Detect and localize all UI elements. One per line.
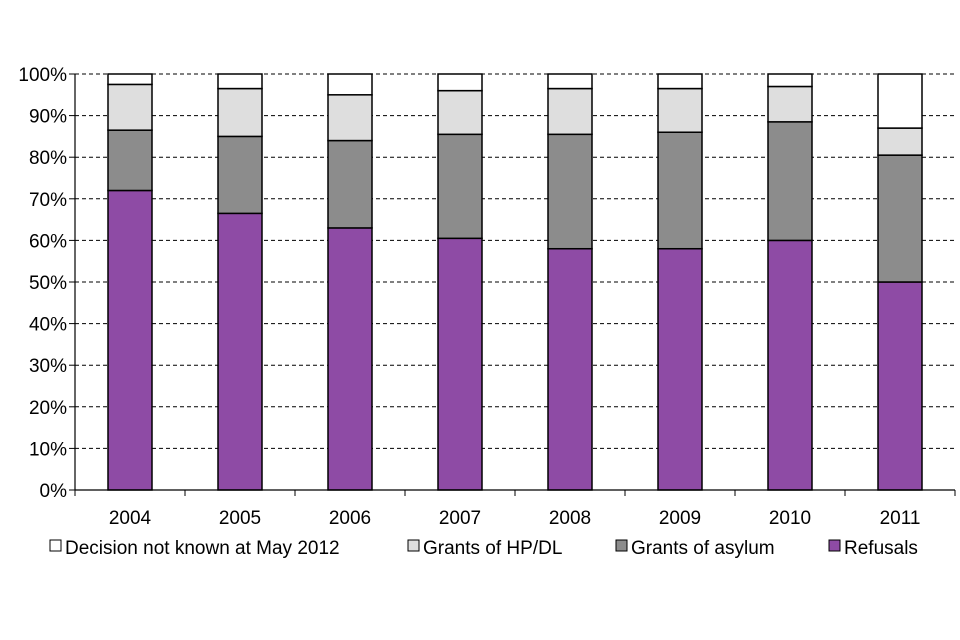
y-tick-label: 40% (29, 315, 67, 336)
bar-decision-not-known-at-may-2012-2004 (107, 73, 153, 86)
y-tick-label: 100% (18, 65, 67, 86)
bar-refusals-2011 (877, 281, 923, 491)
x-tick-label: 2008 (549, 508, 591, 529)
bar-refusals-2008 (547, 247, 593, 491)
bar-grants-of-asylum-2007 (437, 133, 483, 240)
bar-grants-of-asylum-2011 (877, 154, 923, 283)
y-tick-label: 30% (29, 356, 67, 377)
gridlines (75, 73, 955, 449)
bar-decision-not-known-at-may-2012-2009 (657, 73, 703, 90)
bar-grants-of-hp-dl-2006 (327, 94, 373, 142)
bar-grants-of-hp-dl-2004 (107, 83, 153, 131)
x-tick-label: 2004 (109, 508, 152, 529)
x-tick-label: 2005 (219, 508, 261, 529)
bar-grants-of-asylum-2010 (767, 121, 813, 242)
bar-grants-of-asylum-2008 (547, 133, 593, 250)
legend-label: Grants of asylum (631, 538, 775, 559)
legend-swatch (828, 539, 841, 552)
bar-decision-not-known-at-may-2012-2010 (767, 73, 813, 88)
legend-swatch (615, 539, 628, 552)
legend-label: Grants of HP/DL (423, 538, 562, 559)
legend: Decision not known at May 2012 Grants of … (49, 538, 918, 559)
bar-refusals-2009 (657, 247, 703, 491)
y-tick-label: 80% (29, 148, 67, 169)
y-tick-label: 20% (29, 398, 67, 419)
bar-grants-of-hp-dl-2008 (547, 87, 593, 136)
y-tick-label: 60% (29, 231, 67, 252)
bar-refusals-2007 (437, 237, 483, 491)
y-tick-label: 0% (40, 481, 68, 502)
bar-grants-of-hp-dl-2010 (767, 85, 813, 123)
bar-grants-of-asylum-2005 (217, 135, 263, 215)
bar-decision-not-known-at-may-2012-2007 (437, 73, 483, 92)
bar-grants-of-hp-dl-2007 (437, 89, 483, 136)
x-tick-label: 2006 (329, 508, 371, 529)
legend-label: Refusals (844, 538, 918, 559)
bars (107, 73, 923, 491)
x-tick-label: 2011 (880, 508, 921, 529)
bar-decision-not-known-at-may-2012-2008 (547, 73, 593, 90)
x-tick-label: 2010 (769, 508, 811, 529)
bar-grants-of-asylum-2004 (107, 129, 153, 192)
legend-swatch (407, 539, 420, 552)
y-tick-label: 90% (29, 107, 67, 128)
bar-refusals-2004 (107, 189, 153, 491)
bar-grants-of-hp-dl-2009 (657, 87, 703, 133)
x-tick-label: 2009 (659, 508, 701, 529)
bar-refusals-2005 (217, 212, 263, 491)
bar-decision-not-known-at-may-2012-2006 (327, 73, 373, 96)
bar-grants-of-hp-dl-2011 (877, 127, 923, 156)
y-tick-label: 70% (29, 190, 67, 211)
x-tick-label: 2007 (439, 508, 481, 529)
bar-refusals-2010 (767, 239, 813, 491)
legend-label: Decision not known at May 2012 (65, 538, 340, 559)
y-tick-label: 10% (29, 439, 67, 460)
y-tick-label: 50% (29, 273, 67, 294)
axes: 0% 10% 20% 30% 40% 50% 60% 70% 80% 90% 100% 2004 200… (18, 65, 956, 529)
bar-grants-of-asylum-2006 (327, 139, 373, 229)
legend-swatch (49, 539, 62, 552)
bar-refusals-2006 (327, 227, 373, 491)
bar-grants-of-asylum-2009 (657, 131, 703, 250)
bar-grants-of-hp-dl-2005 (217, 87, 263, 138)
bar-decision-not-known-at-may-2012-2005 (217, 73, 263, 90)
bar-decision-not-known-at-may-2012-2011 (877, 73, 923, 129)
